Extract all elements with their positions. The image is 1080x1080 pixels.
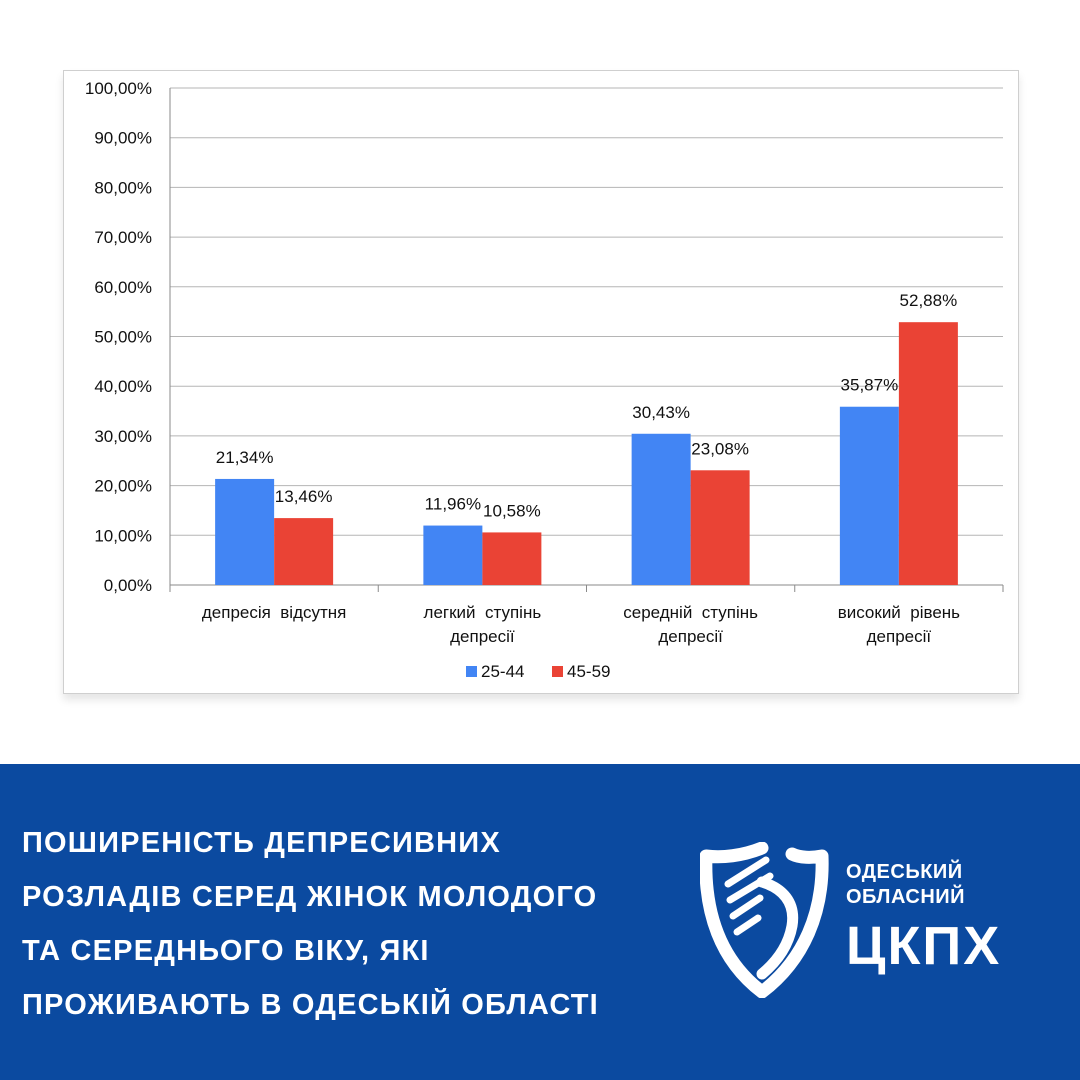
data-label: 52,88% <box>900 291 958 310</box>
x-category-label: середній ступінь <box>623 603 758 622</box>
bar <box>839 406 899 585</box>
logo-line-2: ОБЛАСНИЙ <box>846 886 966 908</box>
y-tick-label: 40,00% <box>94 377 152 396</box>
data-label: 23,08% <box>691 439 749 458</box>
legend-label: 25-44 <box>481 662 524 681</box>
data-label: 11,96% <box>425 495 481 514</box>
y-tick-label: 100,00% <box>85 79 152 98</box>
logo-abbreviation: ЦКПХ <box>846 916 1002 976</box>
legend-swatch <box>552 666 563 677</box>
data-label: 21,34% <box>216 448 274 467</box>
bar <box>274 518 334 585</box>
data-label: 10,58% <box>483 501 541 520</box>
bar <box>482 532 542 585</box>
y-tick-label: 70,00% <box>94 228 152 247</box>
y-tick-label: 60,00% <box>94 278 152 297</box>
bar <box>631 433 691 585</box>
shield-logo-icon <box>700 842 829 998</box>
chart-frame <box>63 70 1019 694</box>
headline-line-4: ПРОЖИВАЮТЬ В ОДЕСЬКІЙ ОБЛАСТІ <box>22 989 599 1021</box>
legend-label: 45-59 <box>567 662 610 681</box>
y-tick-label: 80,00% <box>94 178 152 197</box>
x-category-label: депресії <box>658 627 723 646</box>
y-tick-label: 50,00% <box>94 328 152 347</box>
logo-line-1: ОДЕСЬКИЙ <box>846 861 963 883</box>
data-label: 30,43% <box>632 403 690 422</box>
legend-swatch <box>466 666 477 677</box>
logo-text: ОДЕСЬКИЙ ОБЛАСНИЙ ЦКПХ <box>846 860 1001 980</box>
y-tick-label: 30,00% <box>94 427 152 446</box>
y-tick-label: 0,00% <box>104 576 152 595</box>
bar <box>423 525 483 585</box>
headline-line-2: РОЗЛАДІВ СЕРЕД ЖІНОК МОЛОДОГО <box>22 881 598 913</box>
x-category-label: депресії <box>867 627 932 646</box>
y-tick-label: 10,00% <box>94 526 152 545</box>
data-label: 13,46% <box>275 487 333 506</box>
y-tick-label: 90,00% <box>94 129 152 148</box>
x-category-label: високий рівень <box>838 603 960 622</box>
headline-line-3: ТА СЕРЕДНЬОГО ВІКУ, ЯКІ <box>22 935 430 967</box>
x-category-label: депресії <box>450 627 515 646</box>
bar <box>215 478 275 585</box>
bar <box>690 470 750 585</box>
footer-banner: ПОШИРЕНІСТЬ ДЕПРЕСИВНИХ РОЗЛАДІВ СЕРЕД Ж… <box>0 764 1080 1080</box>
data-label: 35,87% <box>841 376 899 395</box>
headline: ПОШИРЕНІСТЬ ДЕПРЕСИВНИХ РОЗЛАДІВ СЕРЕД Ж… <box>22 816 692 1032</box>
x-category-label: депресія відсутня <box>202 603 347 622</box>
bar <box>898 322 958 585</box>
headline-line-1: ПОШИРЕНІСТЬ ДЕПРЕСИВНИХ <box>22 827 501 859</box>
y-tick-label: 20,00% <box>94 477 152 496</box>
bar-chart: 0,00% 10,00% 20,00% 30,00% 40,00% 50,00% 60,00… <box>85 79 1004 681</box>
x-category-label: легкий ступінь <box>424 603 542 622</box>
